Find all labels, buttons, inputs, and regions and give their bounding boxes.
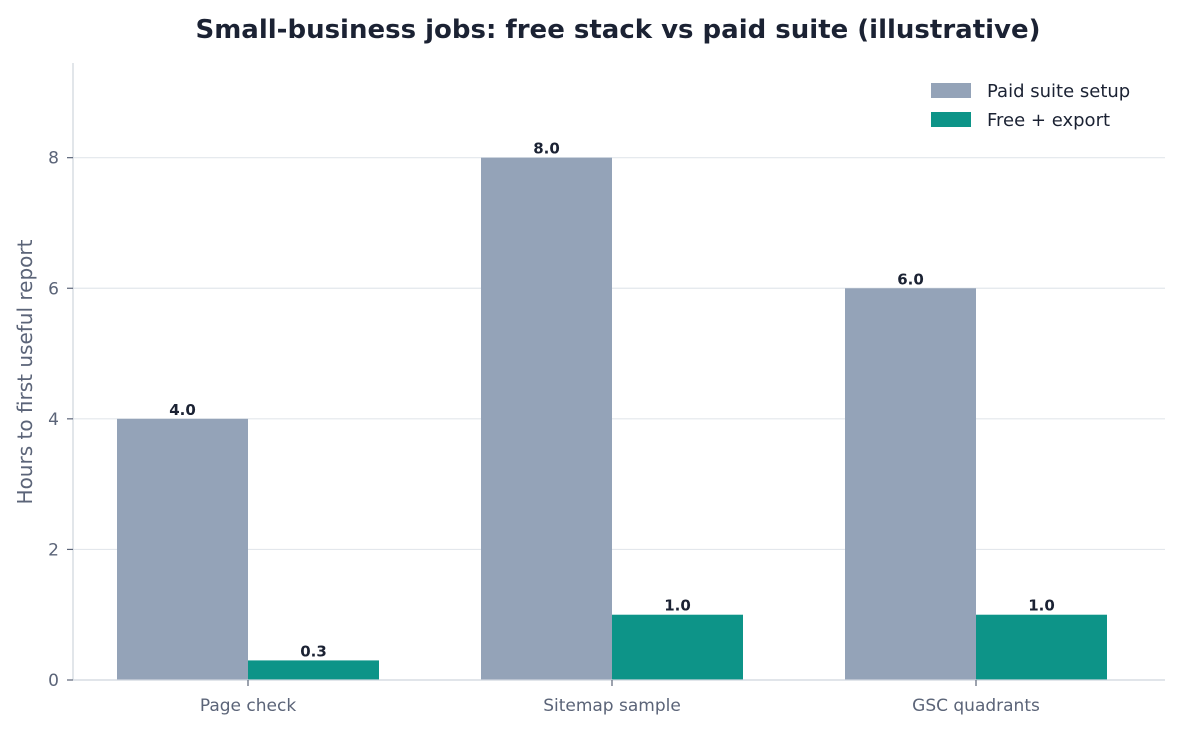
y-axis-label: Hours to first useful report [13, 239, 37, 504]
data-labels: 4.0 0.3 8.0 1.0 6.0 1.0 [169, 140, 1055, 661]
bar [612, 614, 743, 680]
grid-lines [73, 157, 1165, 551]
y-ticks: 0 2 4 6 8 [48, 149, 73, 691]
legend: Paid suite setup Free + export [931, 81, 1130, 131]
x-ticks: Page check Sitemap sample GSC quadrants [200, 680, 1040, 716]
x-tick-label: Sitemap sample [543, 696, 681, 716]
x-tick-label: Page check [200, 696, 296, 716]
y-tick-label: 6 [48, 279, 59, 299]
data-label: 1.0 [1028, 597, 1055, 615]
data-label: 0.3 [300, 642, 327, 660]
chart-title: Small-business jobs: free stack vs paid … [195, 15, 1040, 45]
data-label: 8.0 [533, 140, 560, 158]
y-tick-label: 0 [48, 671, 59, 691]
legend-swatch [931, 112, 971, 127]
y-tick-label: 8 [48, 149, 59, 169]
x-tick-label: GSC quadrants [912, 696, 1040, 716]
data-label: 1.0 [664, 597, 691, 615]
bar [248, 660, 379, 680]
data-label: 6.0 [897, 270, 924, 288]
bar [976, 614, 1107, 680]
legend-label: Paid suite setup [987, 81, 1130, 102]
bar [481, 157, 612, 681]
legend-label: Free + export [987, 110, 1110, 131]
data-label: 4.0 [169, 401, 196, 419]
bar [845, 288, 976, 680]
y-tick-label: 2 [48, 540, 59, 560]
bars [117, 157, 1107, 681]
legend-swatch [931, 83, 971, 98]
y-tick-label: 4 [48, 410, 59, 430]
bar [117, 418, 248, 680]
